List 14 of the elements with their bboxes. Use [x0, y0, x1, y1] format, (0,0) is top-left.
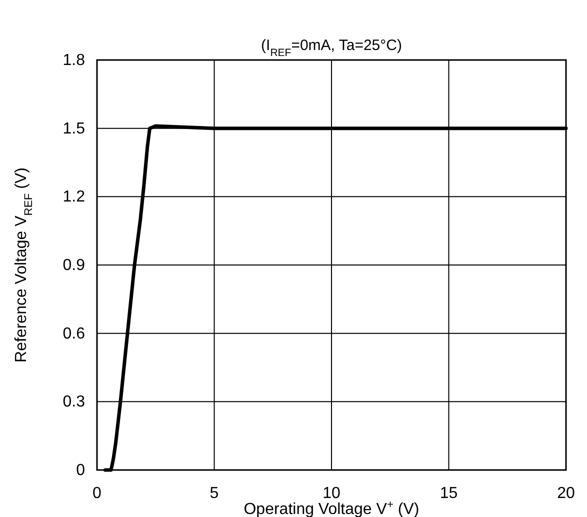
y-tick-label: 1.2 [62, 188, 86, 206]
x-tick-label: 0 [92, 485, 102, 502]
y-tick-label: 0.9 [62, 257, 86, 274]
y-tick-label: 1.5 [62, 120, 86, 138]
y-tick-label: 1.8 [62, 52, 86, 69]
x-tick-label: 5 [210, 485, 219, 502]
x-tick-label: 15 [440, 485, 458, 502]
x-tick-label: 10 [322, 485, 340, 502]
text: 0 [76, 462, 85, 479]
x-axis-title: Operating Voltage V$^{+}$ (V) [244, 499, 420, 517]
y-tick-label: 0.6 [62, 325, 86, 342]
x-tick-label: 20 [557, 485, 575, 502]
y-tick-label: 0.3 [62, 394, 86, 411]
chart-subtitle: (I$_{REF}$=0mA, Ta=25°C) [261, 37, 402, 59]
